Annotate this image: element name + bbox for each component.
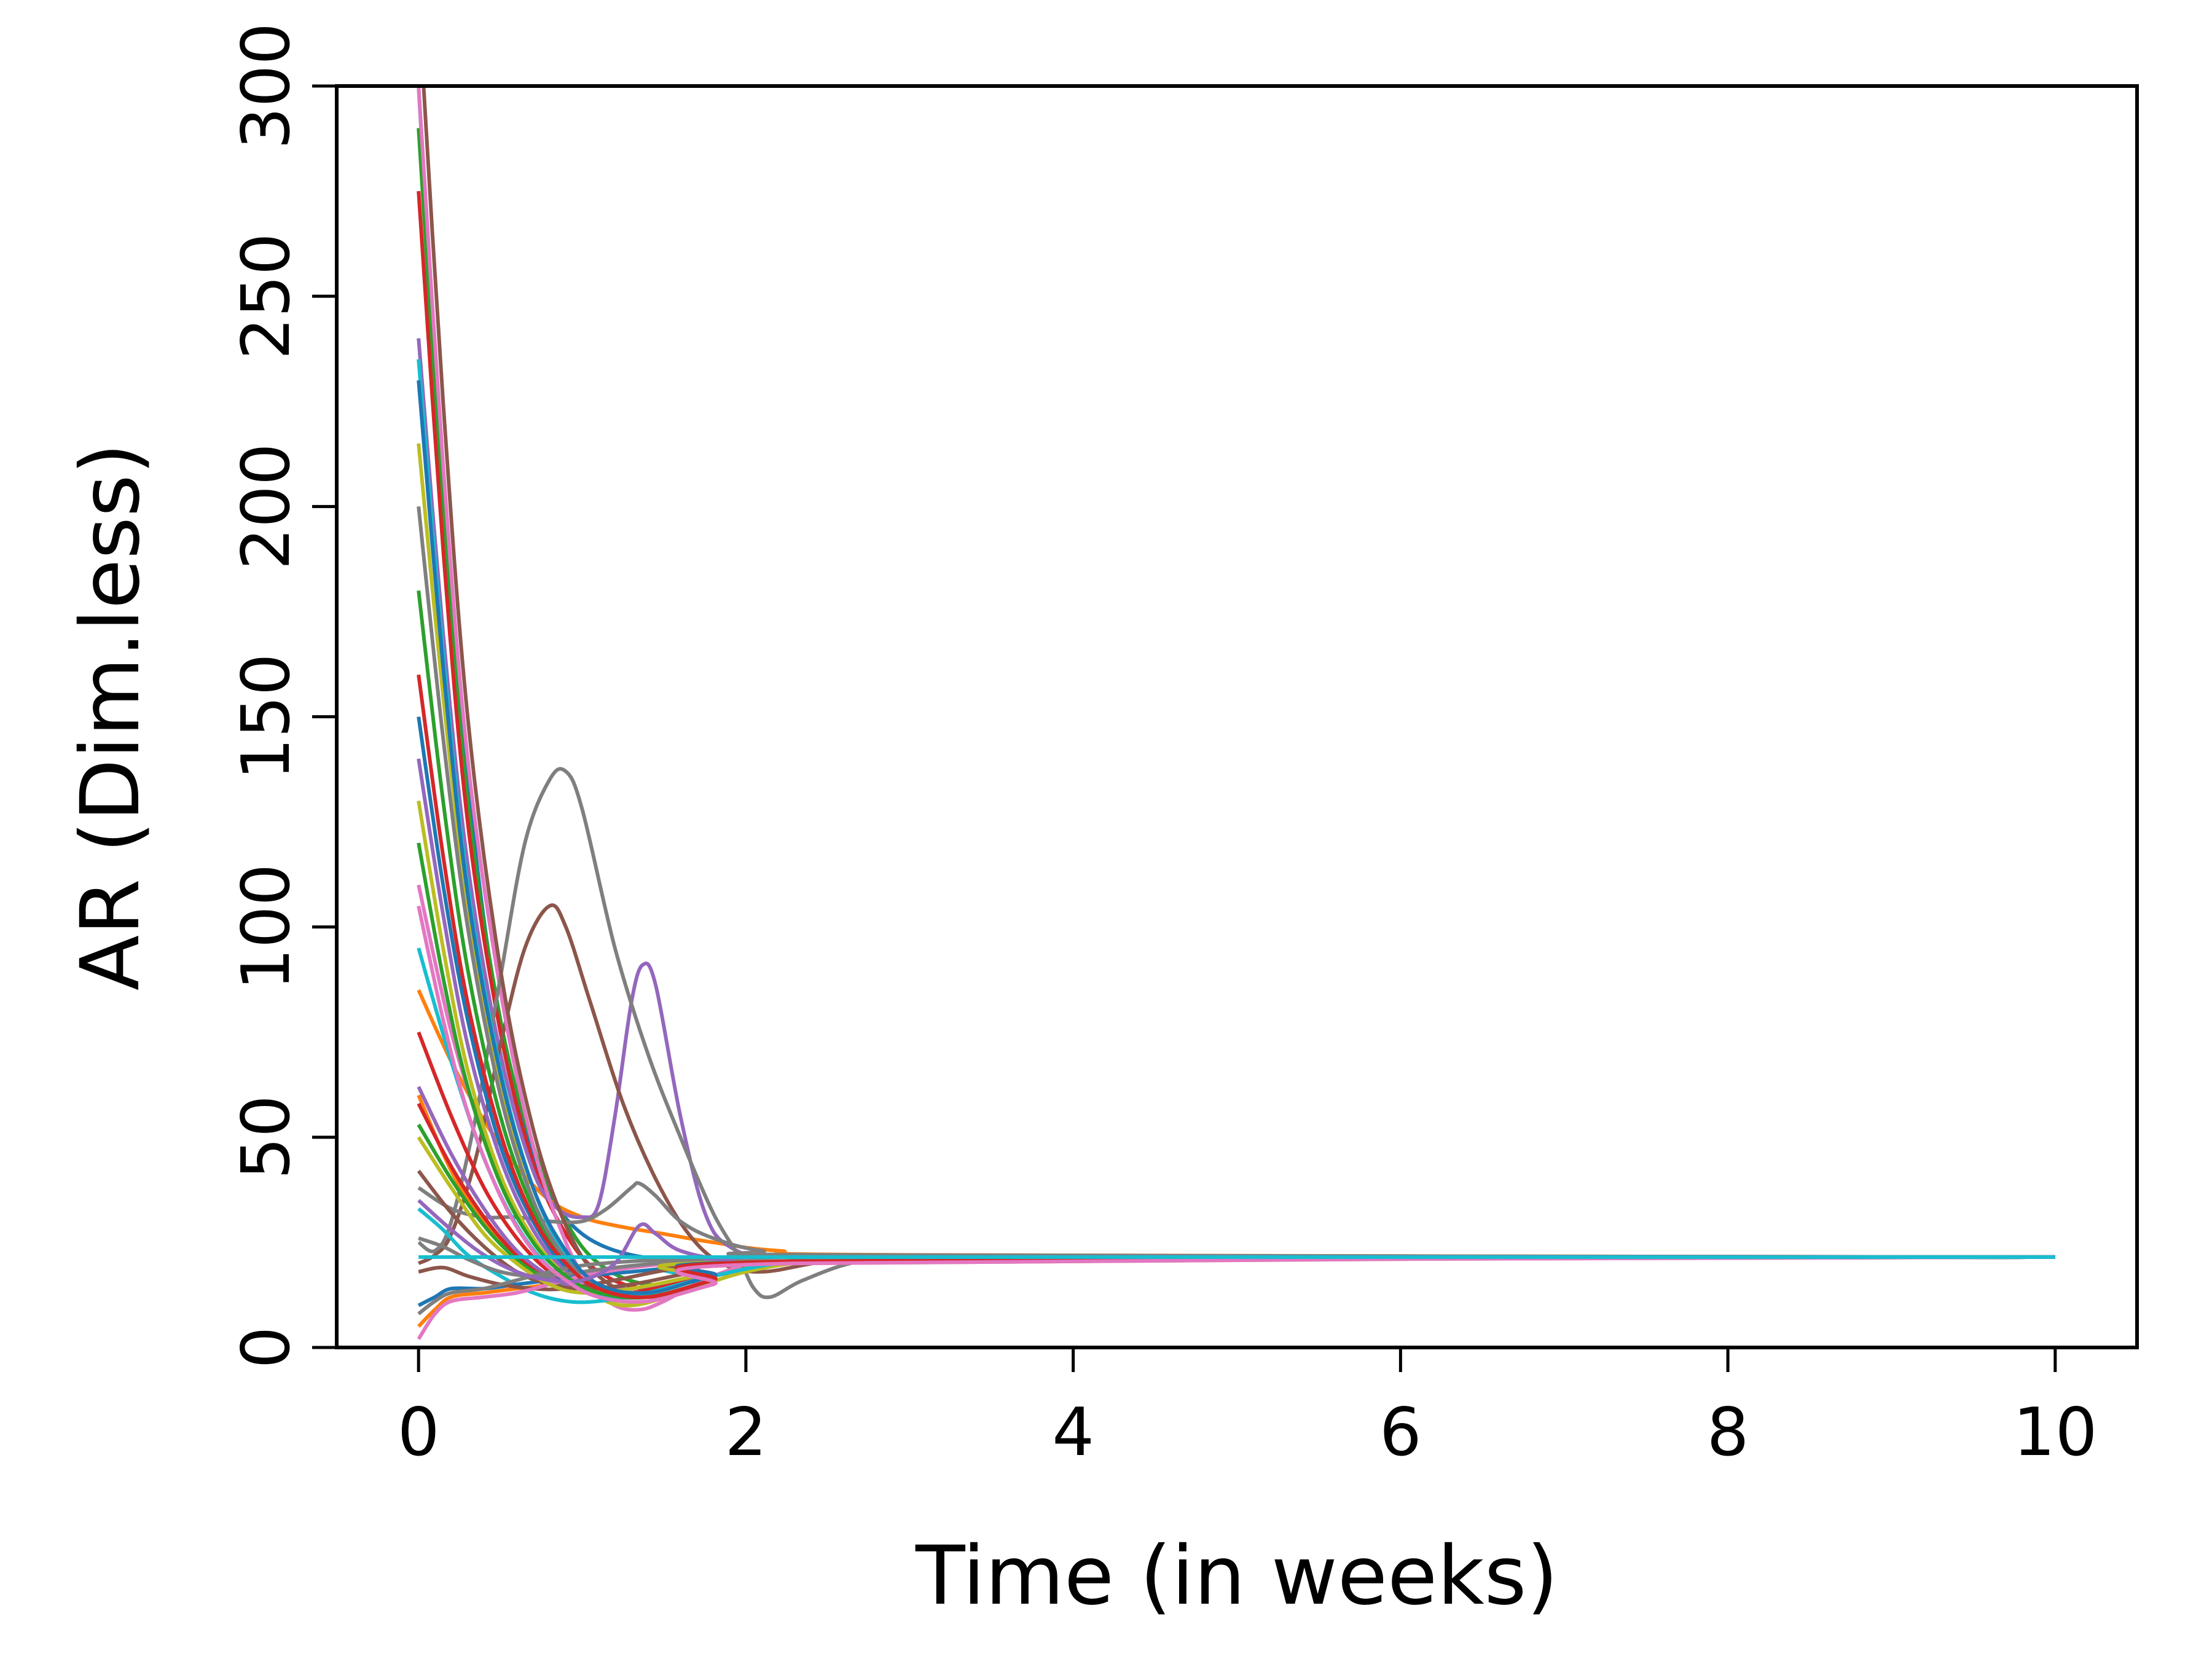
x-tick-label: 4: [1052, 1394, 1094, 1471]
y-tick-label: 300: [228, 23, 305, 149]
x-tick-label: 6: [1379, 1394, 1422, 1471]
y-axis-label: AR (Dim.less): [63, 443, 158, 990]
x-tick-label: 0: [398, 1394, 440, 1471]
x-axis-label: Time (in weeks): [915, 1529, 1558, 1623]
x-tick-label: 2: [725, 1394, 767, 1471]
y-tick-label: 50: [228, 1095, 305, 1179]
y-tick-label: 200: [228, 443, 305, 570]
x-tick-label: 8: [1707, 1394, 1749, 1471]
x-tick-label: 10: [2013, 1394, 2097, 1471]
series-layer: [417, 86, 2055, 1340]
y-tick-label: 250: [228, 233, 305, 359]
y-tick-label: 0: [228, 1327, 305, 1369]
series-line-38: [417, 905, 2055, 1304]
y-tick-label: 150: [228, 653, 305, 780]
y-axis-ticks: 0 50 100 150 200 250 300: [228, 23, 337, 1368]
x-axis-ticks: 0 2 4 6 8 10: [398, 1347, 2098, 1471]
y-tick-label: 100: [228, 864, 305, 990]
